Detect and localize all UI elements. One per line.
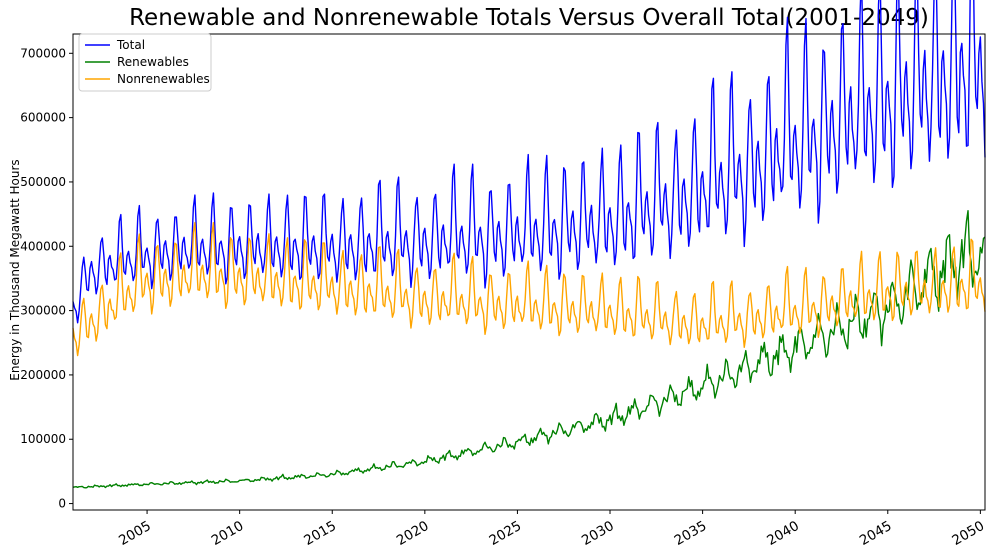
- legend-label-nonrenewables: Nonrenewables: [117, 72, 210, 86]
- y-tick-label: 200000: [20, 368, 66, 382]
- y-tick-label: 500000: [20, 175, 66, 189]
- y-tick-label: 600000: [20, 111, 66, 125]
- series-line-total: [72, 0, 986, 324]
- series-line-renewables: [72, 210, 986, 489]
- legend-label-renewables: Renewables: [117, 55, 189, 69]
- legend-label-total: Total: [116, 38, 145, 52]
- legend-box: [78, 33, 212, 92]
- y-tick-label: 100000: [20, 432, 66, 446]
- y-tick-label: 700000: [20, 46, 66, 60]
- plot-frame: [72, 33, 986, 511]
- y-tick-label: 300000: [20, 304, 66, 318]
- y-axis: 0 100000 200000 300000 400000 500000 600000 700…: [20, 46, 73, 511]
- y-tick-label: 0: [58, 497, 66, 511]
- legend: Total Renewables Nonrenewables: [78, 33, 212, 92]
- chart-title: Renewable and Nonrenewable Totals Versus…: [129, 5, 929, 31]
- series-line-nonrenewables: [72, 221, 986, 357]
- y-tick-label: 400000: [20, 239, 66, 253]
- series-layer: [72, 0, 986, 489]
- y-axis-label: Energy in Thousand Megawatt Hours: [8, 159, 22, 380]
